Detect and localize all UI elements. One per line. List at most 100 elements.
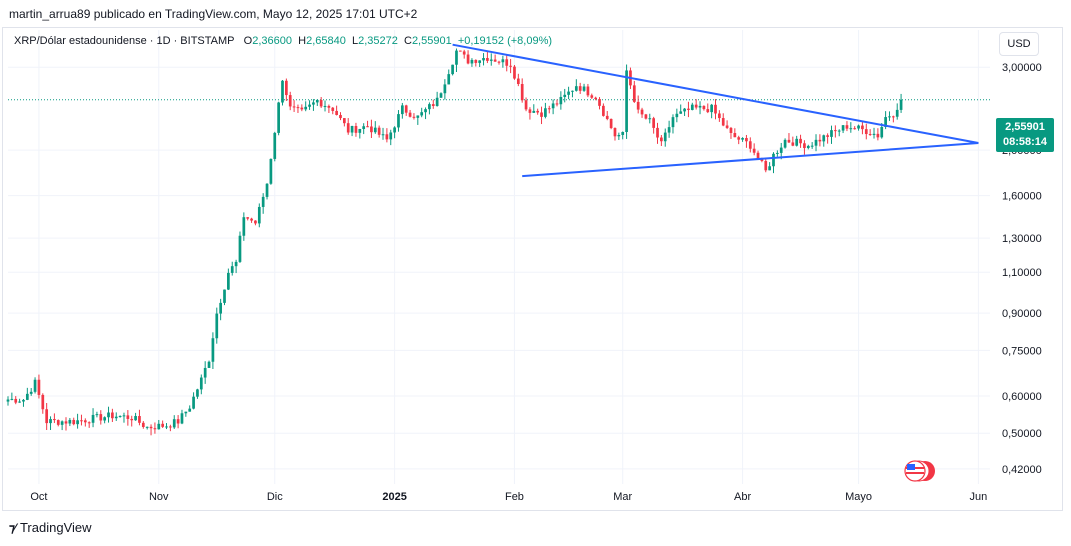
candle-body	[776, 152, 779, 154]
legend-l-label: L	[351, 35, 359, 47]
candle-body	[404, 105, 408, 113]
y-tick-label: 1,30000	[1002, 233, 1042, 245]
candle-body	[141, 422, 145, 427]
candle-body	[605, 115, 609, 119]
currency-button[interactable]: USD	[999, 32, 1039, 56]
candle-body	[393, 127, 396, 133]
candle-body	[22, 399, 25, 402]
candle-body	[18, 401, 21, 403]
candle-body	[810, 145, 814, 147]
candle-body	[45, 409, 49, 424]
legend-change: +0,19152 (+8,09%)	[457, 35, 553, 47]
candle-body	[64, 421, 68, 424]
candle-body	[837, 130, 841, 132]
candle-body	[161, 423, 164, 427]
candle-body	[563, 94, 567, 97]
candle-body	[478, 60, 482, 63]
footer-brand[interactable]: ⁊⁄ TradingView	[9, 520, 92, 535]
tradingview-logo-icon: ⁊⁄	[9, 520, 16, 535]
candle-body	[818, 139, 822, 142]
candle-body	[466, 54, 470, 64]
candle-body	[613, 128, 617, 137]
y-tick-label: 0,50000	[1002, 428, 1042, 440]
candle-body	[281, 80, 284, 103]
candle-body	[273, 132, 277, 159]
candle-body	[841, 125, 845, 131]
candle-body	[834, 130, 837, 132]
candle-body	[822, 135, 826, 142]
candle-body	[304, 106, 308, 110]
candle-body	[497, 61, 501, 63]
candle-body	[660, 137, 663, 142]
candle-body	[706, 109, 710, 113]
candle-body	[165, 426, 168, 428]
candle-body	[868, 134, 872, 136]
candle-body	[891, 116, 895, 118]
candle-body	[509, 65, 512, 67]
candle-body	[227, 272, 230, 290]
candle-body	[6, 399, 10, 402]
candle-body	[470, 59, 474, 64]
candle-body	[489, 59, 493, 61]
candle-body	[617, 134, 621, 137]
candle-body	[652, 118, 655, 128]
candle-body	[679, 111, 683, 114]
y-tick-label: 0,42000	[1002, 464, 1042, 476]
candle-body	[343, 118, 346, 124]
candle-body	[41, 394, 45, 410]
candle-body	[99, 414, 103, 421]
candle-body	[424, 109, 427, 113]
candle-body	[729, 127, 733, 133]
candle-body	[536, 110, 540, 113]
y-tick-label: 0,75000	[1002, 345, 1042, 357]
candle-body	[250, 218, 253, 221]
candle-body	[752, 148, 756, 153]
symbol-legend: XRP/Dólar estadounidense · 1D · BITSTAMP…	[14, 35, 552, 47]
candle-body	[72, 419, 76, 425]
candle-body	[791, 142, 795, 146]
us-flag-icon[interactable]	[903, 459, 937, 483]
candle-body	[354, 125, 358, 133]
candle-body	[748, 141, 752, 149]
x-tick-label: Dic	[267, 491, 283, 503]
candle-body	[505, 59, 509, 66]
candle-body	[795, 138, 799, 146]
candle-body	[107, 412, 110, 418]
candle-body	[787, 139, 791, 143]
candle-body	[632, 85, 636, 102]
candle-body	[671, 117, 675, 128]
candle-body	[358, 128, 362, 133]
last-price-badge: 2,55901 08:58:14	[996, 118, 1054, 152]
candles	[6, 48, 903, 436]
candle-body	[134, 416, 137, 421]
candle-body	[223, 289, 226, 303]
x-tick-label: Oct	[30, 491, 47, 503]
candle-body	[683, 108, 686, 112]
candle-body	[806, 145, 810, 149]
candle-body	[667, 127, 671, 133]
candle-body	[408, 112, 412, 117]
candle-body	[779, 147, 783, 153]
candle-body	[528, 109, 532, 113]
candle-body	[269, 158, 273, 184]
candle-body	[826, 135, 829, 137]
legend-h-value: 2,65840	[306, 35, 346, 47]
y-tick-label: 1,60000	[1002, 191, 1042, 203]
candle-body	[315, 99, 319, 103]
candle-body	[486, 58, 489, 61]
candle-body	[323, 105, 327, 107]
candle-body	[690, 104, 694, 110]
candle-body	[169, 426, 172, 428]
candle-body	[377, 127, 381, 135]
candle-body	[56, 420, 60, 425]
candle-body	[725, 125, 729, 128]
candle-body	[370, 126, 373, 133]
candle-body	[845, 125, 849, 129]
candle-body	[33, 379, 37, 392]
candle-body	[714, 104, 717, 114]
candle-body	[574, 86, 578, 91]
candle-body	[853, 128, 857, 130]
candle-body	[694, 104, 698, 108]
candle-body	[49, 419, 52, 424]
